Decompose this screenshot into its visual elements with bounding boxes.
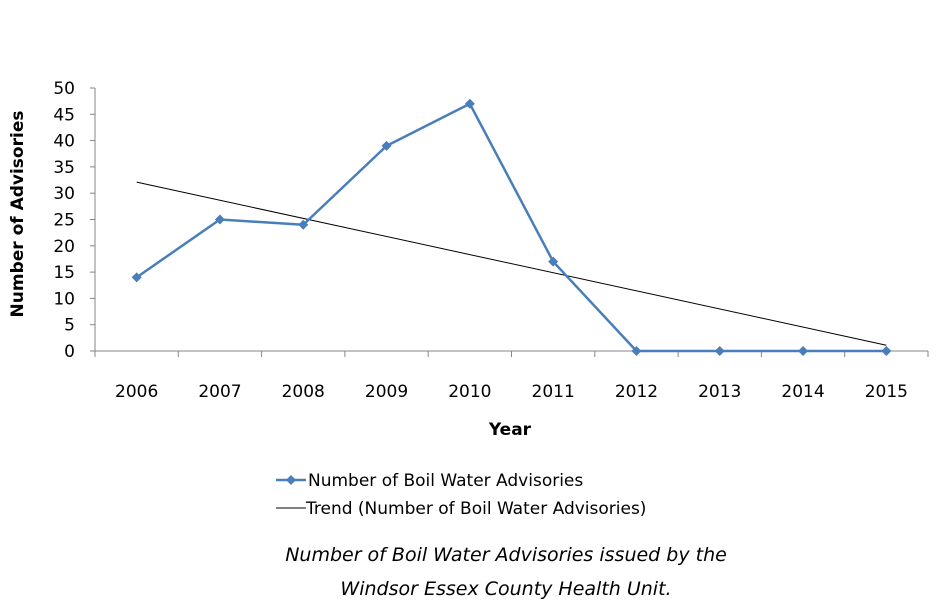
data-point-marker	[214, 214, 225, 225]
series-line	[135, 102, 887, 353]
data-point-marker	[714, 346, 725, 356]
x-tick-label: 2009	[365, 382, 408, 402]
y-tick-label: 45	[53, 105, 75, 125]
legend-label-trend: Trend (Number of Boil Water Advisories)	[305, 499, 646, 519]
x-axis-title: Year	[488, 420, 532, 440]
legend-label-series: Number of Boil Water Advisories	[308, 471, 583, 491]
x-tick-label: 2012	[615, 382, 658, 402]
x-tick-label: 2006	[115, 382, 158, 402]
y-tick-label: 30	[53, 184, 75, 204]
y-tick-label: 20	[53, 237, 75, 257]
x-tick-label: 2011	[532, 382, 575, 402]
caption-line-2: Windsor Essex County Health Unit.	[340, 578, 671, 600]
data-point-marker	[381, 140, 392, 151]
legend-marker-diamond	[286, 475, 296, 485]
caption-line-1: Number of Boil Water Advisories issued b…	[285, 544, 727, 566]
y-tick-label: 25	[53, 211, 75, 231]
x-tick-label: 2013	[698, 382, 741, 402]
y-tick-label: 15	[53, 263, 75, 283]
y-tick-label: 5	[64, 316, 75, 336]
x-tick-label: 2008	[282, 382, 325, 402]
data-point-marker	[548, 256, 559, 267]
x-tick-label: 2007	[198, 382, 241, 402]
y-tick-label: 50	[53, 79, 75, 99]
x-tick-label: 2014	[781, 382, 824, 402]
data-point-marker	[464, 98, 475, 109]
data-point-marker	[798, 346, 809, 356]
legend: Number of Boil Water Advisories Trend (N…	[276, 471, 646, 519]
data-point-marker	[131, 272, 142, 283]
data-point-marker	[298, 219, 309, 230]
x-tick-label: 2015	[865, 382, 908, 402]
y-axis-title: Number of Advisories	[8, 111, 28, 318]
y-tick-label: 0	[64, 342, 75, 362]
x-tick-label: 2010	[448, 382, 491, 402]
y-tick-label: 10	[53, 289, 75, 309]
y-tick-label: 35	[53, 158, 75, 178]
y-tick-label: 40	[53, 132, 75, 152]
trend-line	[136, 181, 887, 346]
data-point-marker	[631, 346, 642, 356]
data-point-marker	[881, 346, 892, 356]
